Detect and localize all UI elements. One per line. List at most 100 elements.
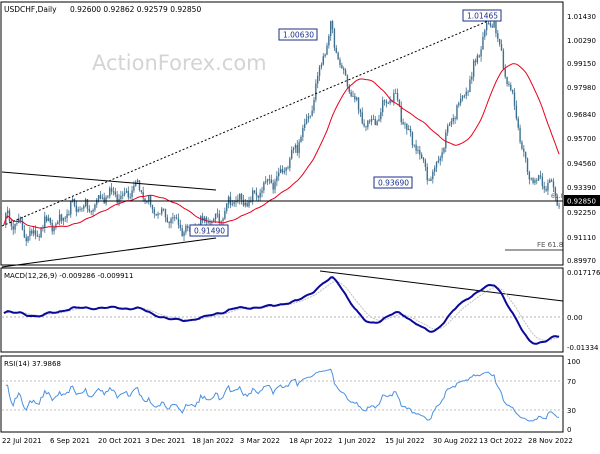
date-tick: 20 Oct 2021 [98,437,141,445]
candle-body [491,25,493,28]
candle-body [383,100,386,102]
candle-body [240,193,243,200]
candle-body [398,99,401,107]
rsi-tick: 30 [567,407,576,415]
candle-body [123,192,126,195]
candle-body [246,202,248,207]
candle-body [461,95,464,99]
candle-body [380,112,382,120]
candle-body [445,132,447,149]
candle-body [339,59,341,66]
candle-body [393,93,395,102]
candle-body [77,209,79,212]
price-tick: 1.01430 [567,13,596,21]
macd-trendline [319,270,564,302]
candle-body [127,190,130,198]
annotation-high-2-text: 1.01465 [467,12,498,21]
candle-body [83,205,85,209]
candle-body [311,110,313,116]
candle-body [359,109,362,113]
candle-body [274,181,276,190]
candle-body [415,144,417,151]
candle-body [413,144,415,146]
rsi-panel-frame [0,355,564,433]
annotation-low-2-text: 0.91490 [194,227,225,236]
candle-body [541,176,544,187]
candle-body [291,149,293,159]
candle-body [125,190,128,193]
candle-body [419,150,421,155]
candle-body [60,214,63,221]
candle-body [164,209,167,218]
candle-body [458,103,460,106]
candle-body [279,169,282,173]
candle-body [381,100,384,113]
candle-body [276,176,278,182]
candle-body [536,180,538,182]
candle-body [406,123,408,130]
candle-body [23,229,26,238]
candle-body [495,21,497,34]
candle-body [144,198,146,202]
candle-body [6,210,9,214]
macd-panel-frame [0,267,564,353]
candle-body [255,192,258,196]
annotation-high-1: 1.00630 [278,28,318,41]
candle-body [71,198,74,201]
candle-body [179,224,182,229]
candle-body [99,195,102,199]
candle-body [387,103,389,104]
candle-body [304,123,306,128]
candle-body [426,166,428,181]
candle-body [162,208,165,210]
candle-body [368,120,371,122]
candle-body [203,217,206,221]
candle-body [168,222,170,224]
date-tick: 28 Nov 2022 [528,437,573,445]
candle-body [554,187,557,196]
candle-body [454,117,456,120]
candle-body [385,101,388,104]
candle-body [526,158,529,172]
candle-body [324,54,326,57]
candle-body [12,226,14,230]
candle-body [16,223,18,224]
candle-body [44,216,46,228]
candle-body [201,216,204,221]
candle-body [285,167,287,171]
candle-body [547,182,549,191]
candle-body [75,205,78,212]
macd-tick: 0.017176 [567,269,600,277]
candle-body [394,92,397,94]
price-tick: 0.91110 [567,234,596,242]
date-tick: 3 Mar 2022 [240,437,280,445]
candle-body [430,179,432,181]
candle-body [404,123,406,125]
candle-body [354,95,356,100]
candle-body [278,172,280,177]
candle-body [177,218,180,225]
candle-body [227,196,230,204]
candle-body [281,169,284,173]
candle-body [90,211,92,213]
candle-body [34,230,37,236]
candle-body [322,56,324,65]
candle-body [272,183,274,190]
candle-body [129,196,131,198]
candle-body [558,205,560,207]
candle-body [400,106,402,123]
macd-tick: 0.00 [567,314,583,322]
candle-body [40,227,42,238]
candle-body [549,180,551,183]
candle-body [456,105,458,120]
candle-body [36,235,39,237]
candle-body [151,205,154,210]
candle-body [305,119,308,124]
candle-body [239,193,241,200]
candle-body [159,213,161,215]
candle-body [435,162,438,168]
candle-body [498,38,501,45]
candle-body [53,227,55,232]
candle-body [105,197,107,204]
candle-body [231,203,233,205]
